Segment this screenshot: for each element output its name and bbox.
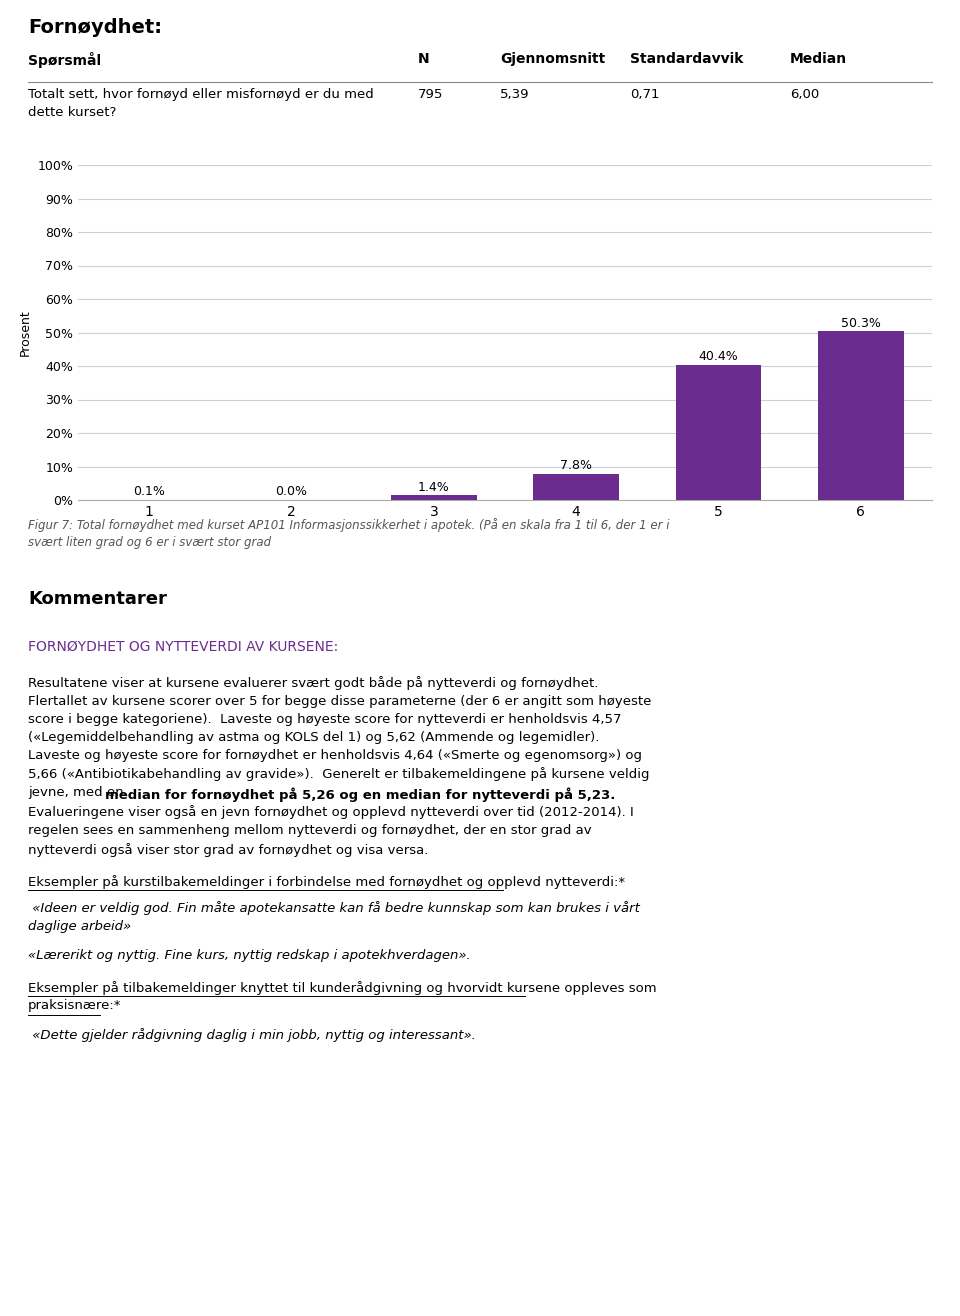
Text: Eksempler på kurstilbakemeldinger i forbindelse med fornøydhet og opplevd nyttev: Eksempler på kurstilbakemeldinger i forb… bbox=[28, 875, 625, 890]
Text: 7.8%: 7.8% bbox=[561, 459, 592, 472]
Text: 0,71: 0,71 bbox=[630, 88, 660, 101]
Text: FORNØYDHET OG NYTTEVERDI AV KURSENE:: FORNØYDHET OG NYTTEVERDI AV KURSENE: bbox=[28, 640, 338, 654]
Text: 0.1%: 0.1% bbox=[133, 486, 165, 497]
Bar bbox=[534, 474, 619, 500]
Text: 0.0%: 0.0% bbox=[276, 486, 307, 499]
Y-axis label: Prosent: Prosent bbox=[18, 309, 32, 355]
Text: Evalueringene viser også en jevn fornøydhet og opplevd nytteverdi over tid (2012: Evalueringene viser også en jevn fornøyd… bbox=[28, 805, 634, 857]
Text: svært liten grad og 6 er i svært stor grad: svært liten grad og 6 er i svært stor gr… bbox=[28, 536, 271, 549]
Text: Eksempler på tilbakemeldinger knyttet til kunderådgivning og hvorvidt kursene op: Eksempler på tilbakemeldinger knyttet ti… bbox=[28, 980, 657, 995]
Text: «Lærerikt og nyttig. Fine kurs, nyttig redskap i apotekhverdagen».: «Lærerikt og nyttig. Fine kurs, nyttig r… bbox=[28, 949, 470, 962]
Text: Fornøydhet:: Fornøydhet: bbox=[28, 18, 162, 37]
Text: 1.4%: 1.4% bbox=[418, 480, 449, 494]
Bar bbox=[818, 332, 903, 500]
Text: 50.3%: 50.3% bbox=[841, 317, 880, 330]
Text: «Ideen er veldig god. Fin måte apotekansatte kan få bedre kunnskap som kan bruke: «Ideen er veldig god. Fin måte apotekans… bbox=[28, 901, 640, 933]
Text: Figur 7: Total fornøydhet med kurset AP101 Informasjonssikkerhet i apotek. (På e: Figur 7: Total fornøydhet med kurset AP1… bbox=[28, 519, 669, 532]
Text: Kommentarer: Kommentarer bbox=[28, 590, 167, 608]
Text: 6,00: 6,00 bbox=[790, 88, 819, 101]
Text: Median: Median bbox=[790, 53, 847, 66]
Text: Spørsmål: Spørsmål bbox=[28, 53, 101, 68]
Text: Standardavvik: Standardavvik bbox=[630, 53, 743, 66]
Text: 795: 795 bbox=[418, 88, 444, 101]
Text: Totalt sett, hvor fornøyd eller misfornøyd er du med
dette kurset?: Totalt sett, hvor fornøyd eller misfornø… bbox=[28, 88, 373, 118]
Text: 5,39: 5,39 bbox=[500, 88, 530, 101]
Text: Gjennomsnitt: Gjennomsnitt bbox=[500, 53, 605, 66]
Text: 40.4%: 40.4% bbox=[699, 350, 738, 363]
Text: N: N bbox=[418, 53, 430, 66]
Text: praksisnære:*: praksisnære:* bbox=[28, 999, 122, 1012]
Bar bbox=[391, 495, 476, 500]
Text: Resultatene viser at kursene evaluerer svært godt både på nytteverdi og fornøydh: Resultatene viser at kursene evaluerer s… bbox=[28, 676, 652, 799]
Text: median for fornøydhet på 5,26 og en median for nytteverdi på 5,23.: median for fornøydhet på 5,26 og en medi… bbox=[106, 787, 615, 801]
Text: «Dette gjelder rådgivning daglig i min jobb, nyttig og interessant».: «Dette gjelder rådgivning daglig i min j… bbox=[28, 1028, 476, 1042]
Bar bbox=[676, 365, 761, 500]
